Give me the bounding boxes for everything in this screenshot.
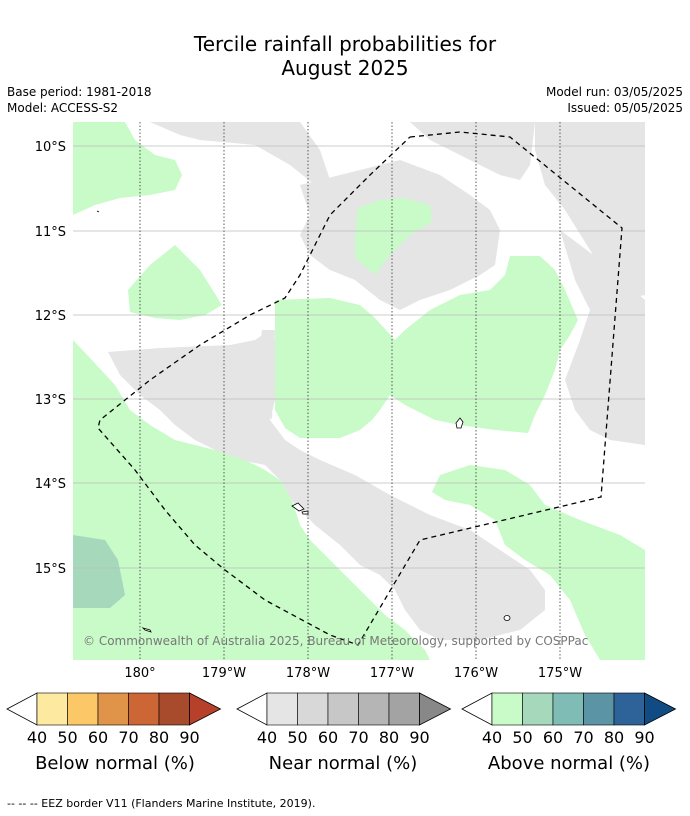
lat-label: 14°S — [35, 477, 66, 492]
lon-label: 178°W — [286, 666, 330, 681]
colorbar-swatch — [552, 692, 584, 726]
colorbar-swatch — [97, 692, 129, 726]
tick-label: 60 — [317, 728, 339, 747]
tick-label: 50 — [57, 728, 78, 747]
colorbar-swatch — [36, 692, 68, 726]
colorbar-swatch — [266, 692, 298, 726]
colorbar-swatch — [327, 692, 359, 726]
tick-label: 80 — [378, 728, 400, 747]
lat-label: 12°S — [35, 309, 66, 324]
issued-date: Issued: 05/05/2025 — [567, 101, 683, 115]
tick-label: 70 — [348, 728, 369, 747]
colorbar-swatch — [297, 692, 329, 726]
graticule — [73, 122, 645, 660]
colorbar-swatch — [613, 692, 645, 726]
above-normal-colorbar — [461, 692, 677, 726]
tick-label: 50 — [287, 728, 308, 747]
lon-label: 175°W — [538, 666, 582, 681]
base-period: Base period: 1981-2018 — [7, 85, 152, 99]
tick-label: 70 — [118, 728, 139, 747]
near-normal-label: Near normal (%) — [268, 753, 418, 774]
lat-label: 10°S — [35, 140, 66, 155]
above-normal-regions — [73, 122, 645, 660]
lon-label: 179°W — [202, 666, 246, 681]
copyright-credit: © Commonwealth of Australia 2025, Bureau… — [83, 634, 588, 648]
probability-map: © Commonwealth of Australia 2025, Bureau… — [35, 122, 645, 681]
tick-label: 90 — [634, 728, 655, 747]
colorbar-low-extend — [236, 692, 268, 726]
colorbar-swatch — [388, 692, 420, 726]
colorbar-high-extend — [419, 692, 452, 726]
model-run-date: Model run: 03/05/2025 — [545, 85, 683, 99]
colorbar-low-extend — [6, 692, 38, 726]
colorbar-high-extend — [189, 692, 222, 726]
lat-label: 13°S — [35, 393, 66, 408]
lon-label: 176°W — [454, 666, 498, 681]
colorbar-swatch — [358, 692, 390, 726]
below-normal-colorbar — [6, 692, 222, 726]
above-normal-50-region — [73, 535, 125, 608]
tick-label: 40 — [256, 728, 278, 747]
tick-label: 40 — [481, 728, 503, 747]
colorbar-swatch — [491, 692, 523, 726]
colorbar-swatch — [522, 692, 554, 726]
model-name: Model: ACCESS-S2 — [7, 101, 119, 115]
island-outlines — [96, 210, 511, 633]
above-normal-label: Above normal (%) — [487, 753, 651, 774]
lat-label: 15°S — [35, 562, 66, 577]
tick-label: 80 — [603, 728, 625, 747]
colorbar-high-extend — [644, 692, 677, 726]
colorbar-swatch — [158, 692, 190, 726]
below-normal-label: Below normal (%) — [35, 753, 195, 774]
colorbar-swatch — [128, 692, 160, 726]
eez-footnote: -- -- -- EEZ border V11 (Flanders Marine… — [7, 797, 316, 810]
near-normal-colorbar — [236, 692, 452, 726]
tick-label: 90 — [179, 728, 200, 747]
lon-label: 177°W — [370, 666, 414, 681]
chart-title-line2: August 2025 — [281, 56, 409, 80]
lat-label: 11°S — [35, 225, 66, 240]
tick-label: 60 — [542, 728, 564, 747]
eez-border — [97, 131, 623, 646]
tick-label: 90 — [409, 728, 430, 747]
tick-label: 50 — [512, 728, 533, 747]
lon-label: 180° — [124, 666, 155, 681]
chart-title-line1: Tercile rainfall probabilities for — [193, 32, 497, 56]
colorbar-low-extend — [461, 692, 493, 726]
tick-label: 80 — [148, 728, 170, 747]
tick-label: 70 — [573, 728, 594, 747]
colorbar-swatch — [67, 692, 99, 726]
colorbar-swatch — [583, 692, 615, 726]
tick-label: 60 — [87, 728, 109, 747]
tick-label: 40 — [26, 728, 48, 747]
